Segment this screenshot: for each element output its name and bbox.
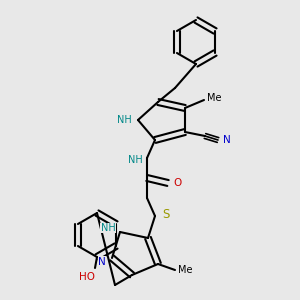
Text: Me: Me xyxy=(178,265,192,275)
Text: NH: NH xyxy=(128,155,142,165)
Text: N: N xyxy=(223,135,231,145)
Text: NH: NH xyxy=(117,115,131,125)
Text: HO: HO xyxy=(79,272,95,282)
Text: NH: NH xyxy=(100,223,116,233)
Text: Me: Me xyxy=(207,93,221,103)
Text: O: O xyxy=(174,178,182,188)
Text: N: N xyxy=(98,257,106,267)
Text: S: S xyxy=(162,208,170,220)
